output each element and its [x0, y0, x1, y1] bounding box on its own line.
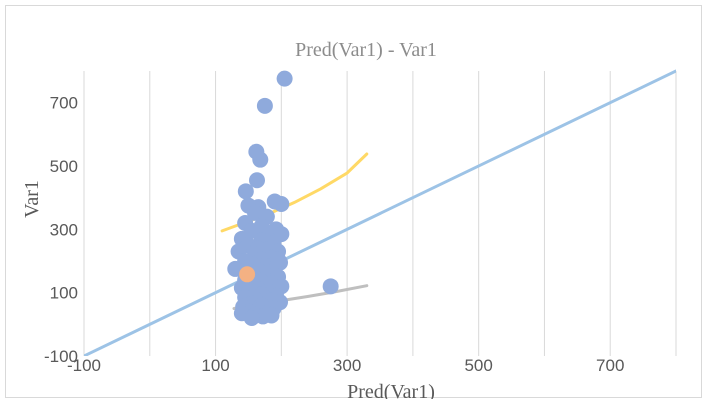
chart-title: Pred(Var1) - Var1: [295, 39, 437, 61]
data-point: [248, 172, 265, 189]
data-point: [263, 307, 280, 324]
line-layer: [84, 69, 676, 356]
data-point: [276, 70, 293, 87]
highlight-point: [239, 266, 256, 283]
x-tick-label: -100: [67, 356, 101, 375]
y-tick-label: 700: [50, 94, 78, 113]
data-point: [270, 251, 287, 268]
data-point: [252, 151, 269, 168]
point-layer: [227, 70, 339, 326]
x-tick-label: 300: [333, 356, 361, 375]
data-point: [243, 310, 260, 326]
x-axis-label: Pred(Var1): [347, 381, 435, 399]
y-tick-label: -100: [44, 347, 78, 366]
x-tick-label: 700: [596, 356, 624, 375]
data-point: [273, 196, 290, 212]
x-tick-label: 100: [201, 356, 229, 375]
chart-frame: -100 100 300 500 700 -100 100 300 500 700 Pred(Va…: [5, 5, 702, 399]
identity-line: [84, 69, 676, 356]
data-point: [322, 278, 339, 295]
y-axis-label: Var1: [21, 180, 43, 218]
y-tick-label: 500: [50, 157, 78, 176]
scatter-chart: -100 100 300 500 700 -100 100 300 500 700 Pred(Va…: [21, 39, 677, 399]
y-tick-label: 100: [50, 284, 78, 303]
tick-layer: -100 100 300 500 700 -100 100 300 500 700: [44, 94, 624, 375]
x-tick-label: 500: [464, 356, 492, 375]
data-point: [237, 183, 254, 200]
grid-layer: [83, 71, 677, 356]
y-tick-label: 300: [50, 220, 78, 239]
data-point: [256, 97, 273, 114]
